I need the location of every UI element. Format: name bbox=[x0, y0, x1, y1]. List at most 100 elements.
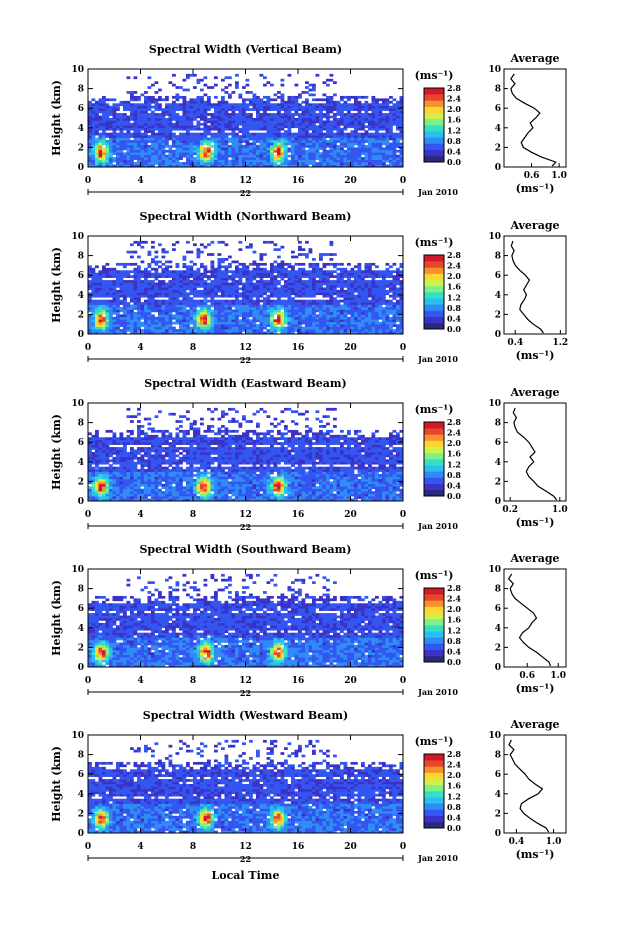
heatmap-cell bbox=[91, 307, 96, 310]
heatmap-cell bbox=[350, 309, 355, 313]
heatmap-cell bbox=[196, 326, 201, 330]
heatmap-cell bbox=[109, 321, 113, 325]
heatmap-cell bbox=[284, 159, 288, 163]
heatmap-cell bbox=[102, 316, 106, 320]
heatmap-cell bbox=[368, 132, 372, 136]
heatmap-cell bbox=[329, 154, 334, 158]
heatmap-cell bbox=[161, 309, 166, 313]
heatmap-cell bbox=[259, 149, 264, 153]
heatmap-cell bbox=[207, 324, 211, 327]
heatmap-cell bbox=[343, 272, 348, 276]
heatmap-cell bbox=[88, 302, 92, 305]
heatmap-cell bbox=[179, 302, 183, 305]
heatmap-cell bbox=[389, 270, 393, 274]
heatmap-cell bbox=[105, 302, 110, 305]
heatmap-cell bbox=[301, 110, 306, 114]
heatmap-cell bbox=[112, 137, 117, 141]
heatmap-cell bbox=[354, 277, 358, 281]
heatmap-cell bbox=[298, 240, 302, 244]
heatmap-cell bbox=[102, 162, 106, 165]
heatmap-cell bbox=[336, 311, 341, 315]
heatmap-cell bbox=[249, 270, 253, 274]
heatmap-cell bbox=[203, 164, 208, 168]
heatmap-cell bbox=[357, 329, 362, 332]
heatmap-cell bbox=[238, 270, 243, 274]
heatmap-cell bbox=[95, 159, 99, 163]
heatmap-cell bbox=[235, 292, 239, 296]
heatmap-cell bbox=[189, 292, 194, 296]
heatmap-cell bbox=[140, 108, 145, 111]
heatmap-cell bbox=[95, 302, 99, 305]
heatmap-cell bbox=[140, 289, 145, 293]
heatmap-cell bbox=[322, 115, 327, 119]
heatmap-cell bbox=[112, 311, 117, 315]
heatmap-cell bbox=[189, 110, 194, 114]
heatmap-cell bbox=[172, 73, 176, 77]
heatmap-cell bbox=[287, 292, 292, 296]
heatmap-cell bbox=[375, 331, 379, 335]
heatmap-cell bbox=[375, 319, 379, 323]
heatmap-cell bbox=[133, 91, 138, 94]
heatmap-cell bbox=[231, 127, 236, 131]
heatmap-cell bbox=[179, 285, 183, 288]
heatmap-cell bbox=[326, 311, 330, 315]
heatmap-cell bbox=[368, 270, 372, 274]
heatmap-cell bbox=[154, 152, 159, 156]
heatmap-cell bbox=[179, 314, 183, 318]
heatmap-cell bbox=[357, 311, 362, 315]
heatmap-cell bbox=[112, 324, 117, 327]
heatmap-cell bbox=[235, 132, 239, 136]
heatmap-cell bbox=[105, 287, 110, 291]
heatmap-cell bbox=[193, 262, 197, 266]
heatmap-cell bbox=[147, 299, 152, 303]
heatmap-cell bbox=[371, 105, 376, 109]
heatmap-cell bbox=[396, 105, 400, 109]
heatmap-cell bbox=[140, 144, 145, 148]
heatmap-cell bbox=[291, 105, 295, 109]
heatmap-cell bbox=[102, 159, 106, 163]
heatmap-cell bbox=[172, 140, 176, 143]
heatmap-cell bbox=[161, 250, 166, 254]
heatmap-cell bbox=[333, 120, 337, 124]
heatmap-cell bbox=[147, 309, 152, 313]
heatmap-cell bbox=[263, 115, 267, 119]
heatmap-cell bbox=[126, 108, 131, 111]
heatmap-cell bbox=[322, 105, 327, 109]
heatmap-cell bbox=[102, 292, 106, 296]
heatmap-cell bbox=[207, 95, 211, 99]
heatmap-cell bbox=[340, 289, 344, 293]
heatmap-cell bbox=[95, 164, 99, 168]
heatmap-cell bbox=[382, 115, 386, 119]
heatmap-cell bbox=[119, 120, 124, 124]
heatmap-cell bbox=[326, 130, 330, 133]
heatmap-cell bbox=[217, 258, 222, 261]
heatmap-cell bbox=[175, 262, 180, 266]
heatmap-cell bbox=[287, 287, 292, 291]
heatmap-cell bbox=[263, 282, 267, 286]
heatmap-cell bbox=[133, 321, 138, 325]
heatmap-cell bbox=[221, 324, 225, 327]
heatmap-cell bbox=[305, 154, 309, 158]
heatmap-cell bbox=[389, 302, 393, 305]
heatmap-cell bbox=[389, 122, 393, 126]
heatmap-cell bbox=[266, 105, 271, 109]
heatmap-cell bbox=[172, 331, 176, 335]
heatmap-cell bbox=[368, 265, 372, 269]
heatmap-cell bbox=[350, 140, 355, 143]
heatmap-cell bbox=[102, 285, 106, 288]
heatmap-cell bbox=[105, 108, 110, 111]
heatmap-cell bbox=[396, 118, 400, 121]
heatmap-cell bbox=[168, 122, 173, 126]
heatmap-cell bbox=[245, 311, 250, 315]
heatmap-cell bbox=[165, 260, 169, 264]
heatmap-cell bbox=[291, 289, 295, 293]
heatmap-cell bbox=[315, 144, 320, 148]
heatmap-cell bbox=[88, 272, 92, 276]
heatmap-cell bbox=[119, 100, 124, 104]
heatmap-cell bbox=[224, 285, 229, 288]
heatmap-cell bbox=[371, 98, 376, 102]
heatmap-cell bbox=[368, 304, 372, 308]
heatmap-cell bbox=[249, 135, 253, 138]
heatmap-cell bbox=[193, 280, 197, 283]
heatmap-cell bbox=[168, 309, 173, 313]
